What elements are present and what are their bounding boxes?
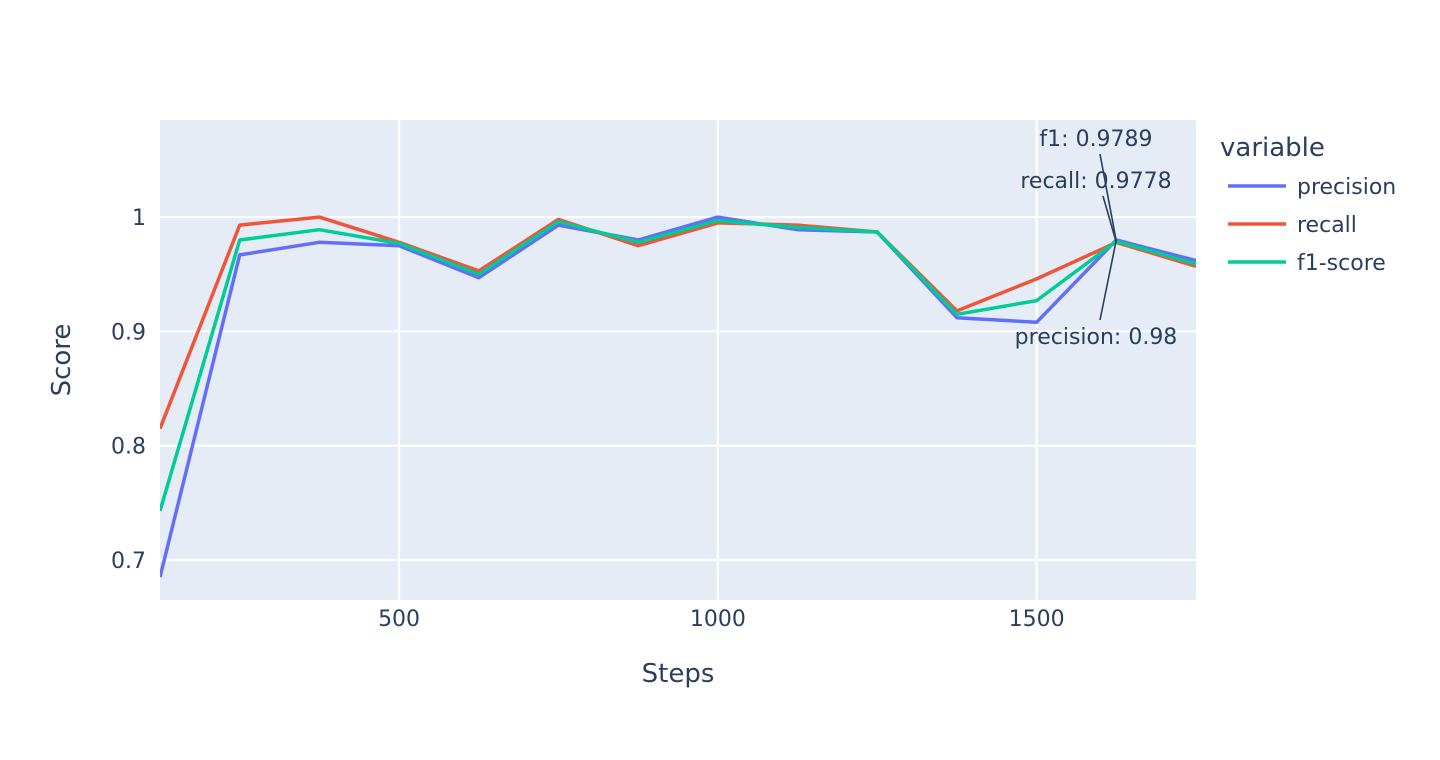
annotations: f1: 0.9789 recall: 0.9778 precision: 0.98: [1015, 127, 1178, 350]
series-line-f1-score: [160, 218, 1196, 512]
annotation-leader: [1099, 239, 1118, 321]
y-tick-label: 1: [132, 206, 146, 231]
series-lines: [160, 215, 1196, 578]
y-tick-label: 0.8: [111, 435, 146, 460]
legend-label-precision: precision: [1297, 175, 1396, 200]
grid: [160, 120, 1196, 600]
y-axis-title: Score: [47, 324, 77, 397]
annotation-label: recall: 0.9778: [1020, 169, 1171, 194]
plot-background: [160, 120, 1196, 600]
x-tick-label: 1000: [690, 607, 746, 632]
annotation-label: f1: 0.9789: [1039, 127, 1152, 152]
x-tick-label: 1500: [1009, 607, 1065, 632]
series-line-precision: [160, 215, 1196, 578]
legend-title: variable: [1220, 133, 1325, 163]
legend-label-recall: recall: [1297, 213, 1357, 238]
legend-label-f1-score: f1-score: [1297, 251, 1386, 276]
x-tick-labels: 500 1000 1500: [378, 607, 1065, 632]
y-tick-labels: 0.7 0.8 0.9 1: [111, 206, 146, 574]
annotation-leader: [1099, 153, 1118, 242]
y-tick-label: 0.9: [111, 320, 146, 345]
annotation-label: precision: 0.98: [1015, 325, 1178, 350]
x-tick-label: 500: [378, 607, 420, 632]
y-tick-label: 0.7: [111, 549, 146, 574]
series-line-recall: [160, 215, 1196, 430]
annotation-leader: [1102, 195, 1118, 243]
x-axis-title: Steps: [642, 659, 715, 689]
legend: variable precision recall f1-score: [1220, 133, 1396, 276]
